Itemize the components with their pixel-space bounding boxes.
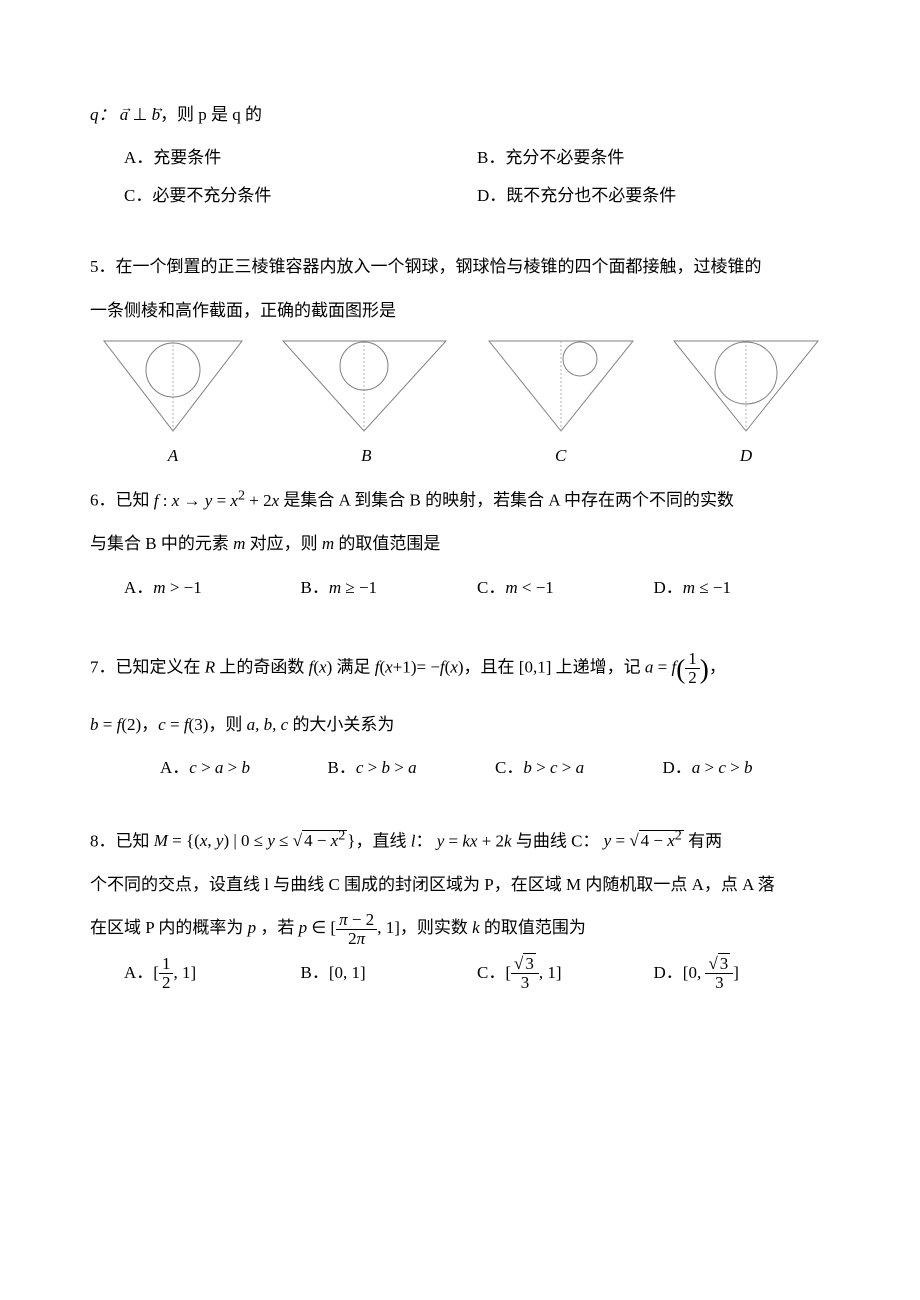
sqrt-icon: 4 − x2: [293, 821, 348, 860]
q5-fig-b[interactable]: B: [281, 335, 451, 474]
q8-options: A．[12, 1] B．[0, 1] C．[33, 1] D．[0, 33]: [124, 954, 830, 992]
q6-stem: 6．已知 f : x → y = x2 + 2x 是集合 A 到集合 B 的映射…: [90, 480, 830, 519]
q5-label: 5．: [90, 257, 116, 276]
q6-func: f : x → y = x2 + 2x: [154, 491, 279, 510]
vector-b-icon: b: [152, 105, 161, 124]
q4-mid: ，则 p 是 q 的: [160, 105, 262, 124]
q6-opt-b[interactable]: B．m ≥ −1: [301, 569, 478, 606]
q8-opt-c[interactable]: C．[33, 1]: [477, 954, 654, 992]
triangle-b-icon: [281, 335, 451, 437]
q4-opt-a[interactable]: A．充要条件: [124, 139, 477, 176]
q7-options: A．c > a > b B．c > b > a C．b > c > a D．a …: [160, 749, 830, 786]
perp-icon: ⊥: [133, 105, 148, 124]
q6-opt-a[interactable]: A．m > −1: [124, 569, 301, 606]
q7-label: 7．: [90, 658, 116, 677]
q8-label: 8．: [90, 831, 116, 850]
q4-opt-d[interactable]: D．既不充分也不必要条件: [477, 177, 830, 214]
q6-opt-c[interactable]: C．m < −1: [477, 569, 654, 606]
q7-opt-a[interactable]: A．c > a > b: [160, 749, 328, 786]
q5-stem: 5．在一个倒置的正三棱锥容器内放入一个钢球，钢球恰与棱锥的四个面都接触，过棱锥的: [90, 248, 830, 285]
triangle-d-icon: [670, 335, 822, 437]
vector-a-icon: a: [120, 105, 129, 124]
q8-stem2: 个不同的交点，设直线 l 与曲线 C 围成的封闭区域为 P，在区域 M 内随机取…: [90, 866, 830, 903]
q5-label-b: B: [281, 437, 451, 474]
q6-stem2: 与集合 B 中的元素 m 对应，则 m 的取值范围是: [90, 525, 830, 562]
q4-opt-b[interactable]: B．充分不必要条件: [477, 139, 830, 176]
q5-label-c: C: [485, 437, 637, 474]
q5-stem2: 一条侧棱和高作截面，正确的截面图形是: [90, 292, 830, 329]
q7-opt-d[interactable]: D．a > c > b: [663, 749, 831, 786]
q5-label-d: D: [670, 437, 822, 474]
q5-fig-a[interactable]: A: [98, 335, 248, 474]
q5-fig-d[interactable]: D: [670, 335, 822, 474]
q7-stem2: b = f(2)，c = f(3)，则 a, b, c 的大小关系为: [90, 706, 830, 743]
q4-options: A．充要条件 B．充分不必要条件 C．必要不充分条件 D．既不充分也不必要条件: [124, 139, 830, 214]
frac-pi-icon: π − 22π: [336, 911, 377, 948]
q7-opt-c[interactable]: C．b > c > a: [495, 749, 663, 786]
q5-label-a: A: [98, 437, 248, 474]
q6-s1a: 已知: [116, 491, 154, 510]
q6-label: 6．: [90, 491, 116, 510]
q8-opt-b[interactable]: B．[0, 1]: [301, 954, 478, 992]
q5-stem1: 在一个倒置的正三棱锥容器内放入一个钢球，钢球恰与棱锥的四个面都接触，过棱锥的: [116, 257, 762, 276]
sqrt-icon: 4 − x2: [629, 821, 684, 860]
frac-half-icon: 12: [685, 650, 700, 687]
q6-s1b: 是集合 A 到集合 B 的映射，若集合 A 中存在两个不同的实数: [279, 491, 734, 510]
q4-opt-c[interactable]: C．必要不充分条件: [124, 177, 477, 214]
q4-prefix: q：: [90, 105, 116, 124]
q8-stem1: 8．已知 M = {(x, y) | 0 ≤ y ≤ 4 − x2}，直线 l：…: [90, 821, 830, 860]
q7-stem: 7．已知定义在 R 上的奇函数 f(x) 满足 f(x+1)= −f(x)，且在…: [90, 640, 830, 700]
q6-opt-d[interactable]: D．m ≤ −1: [654, 569, 831, 606]
q8-stem3: 在区域 P 内的概率为 p ，若 p ∈ [π − 22π, 1]，则实数 k …: [90, 909, 830, 947]
q8-opt-d[interactable]: D．[0, 33]: [654, 954, 831, 992]
q6-options: A．m > −1 B．m ≥ −1 C．m < −1 D．m ≤ −1: [124, 569, 830, 606]
q8-opt-a[interactable]: A．[12, 1]: [124, 954, 301, 992]
q4-stem: q： a ⊥ b，则 p 是 q 的: [90, 96, 830, 133]
q7-opt-b[interactable]: B．c > b > a: [328, 749, 496, 786]
q5-fig-c[interactable]: C: [485, 335, 637, 474]
q5-figures: A B C D: [98, 335, 822, 474]
triangle-c-icon: [485, 335, 637, 437]
triangle-a-icon: [98, 335, 248, 437]
